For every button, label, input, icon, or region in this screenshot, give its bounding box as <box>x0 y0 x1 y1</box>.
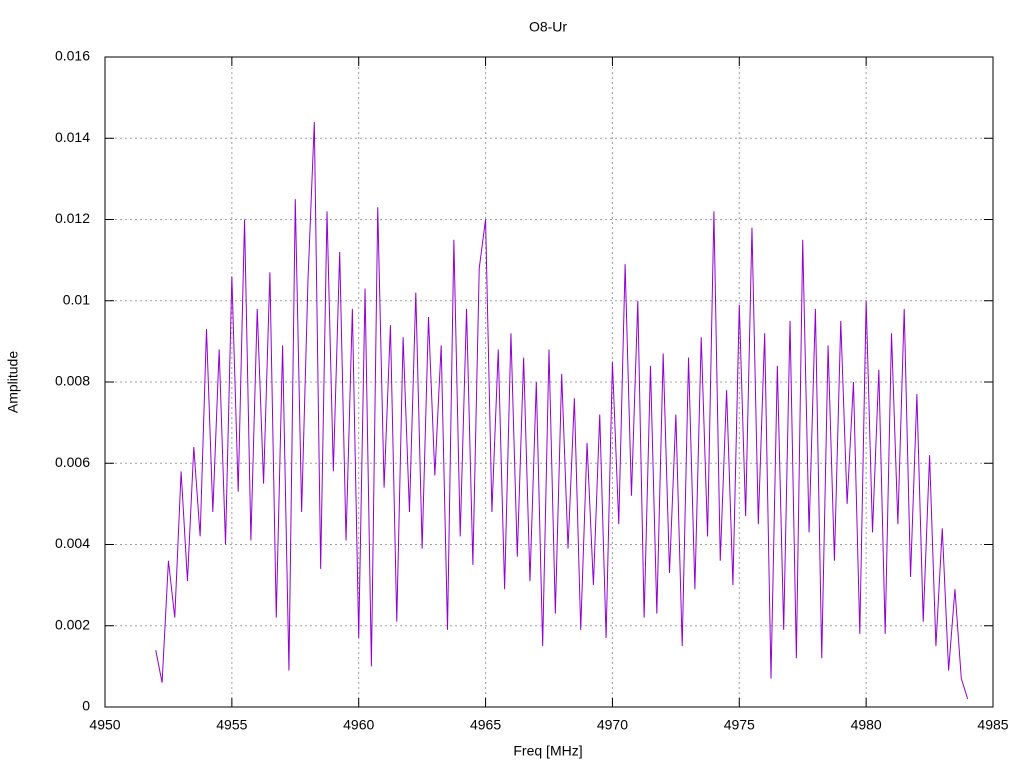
plot-border <box>104 56 994 708</box>
chart-title: O8-Ur <box>529 19 567 35</box>
x-tick-label: 4975 <box>724 717 755 733</box>
y-tick-label: 0.002 <box>55 616 90 632</box>
y-tick-label: 0.008 <box>55 373 90 389</box>
x-axis-label: Freq [MHz] <box>513 743 582 759</box>
y-tick-label: 0.004 <box>55 535 90 551</box>
x-tick-label: 4985 <box>977 717 1008 733</box>
x-tick-label: 4950 <box>89 717 120 733</box>
y-axis-label: Amplitude <box>5 351 21 413</box>
x-tick-label: 4955 <box>216 717 247 733</box>
y-tick-label: 0.016 <box>55 48 90 64</box>
x-tick-label: 4960 <box>343 717 374 733</box>
y-tick-label: 0.006 <box>55 454 90 470</box>
y-tick-label: 0 <box>82 698 90 714</box>
x-tick-label: 4970 <box>597 717 628 733</box>
y-tick-label: 0.012 <box>55 210 90 226</box>
y-tick-label: 0.014 <box>55 129 90 145</box>
x-tick-label: 4965 <box>470 717 501 733</box>
x-tick-label: 4980 <box>851 717 882 733</box>
data-line <box>155 121 969 700</box>
y-tick-label: 0.01 <box>63 291 90 307</box>
